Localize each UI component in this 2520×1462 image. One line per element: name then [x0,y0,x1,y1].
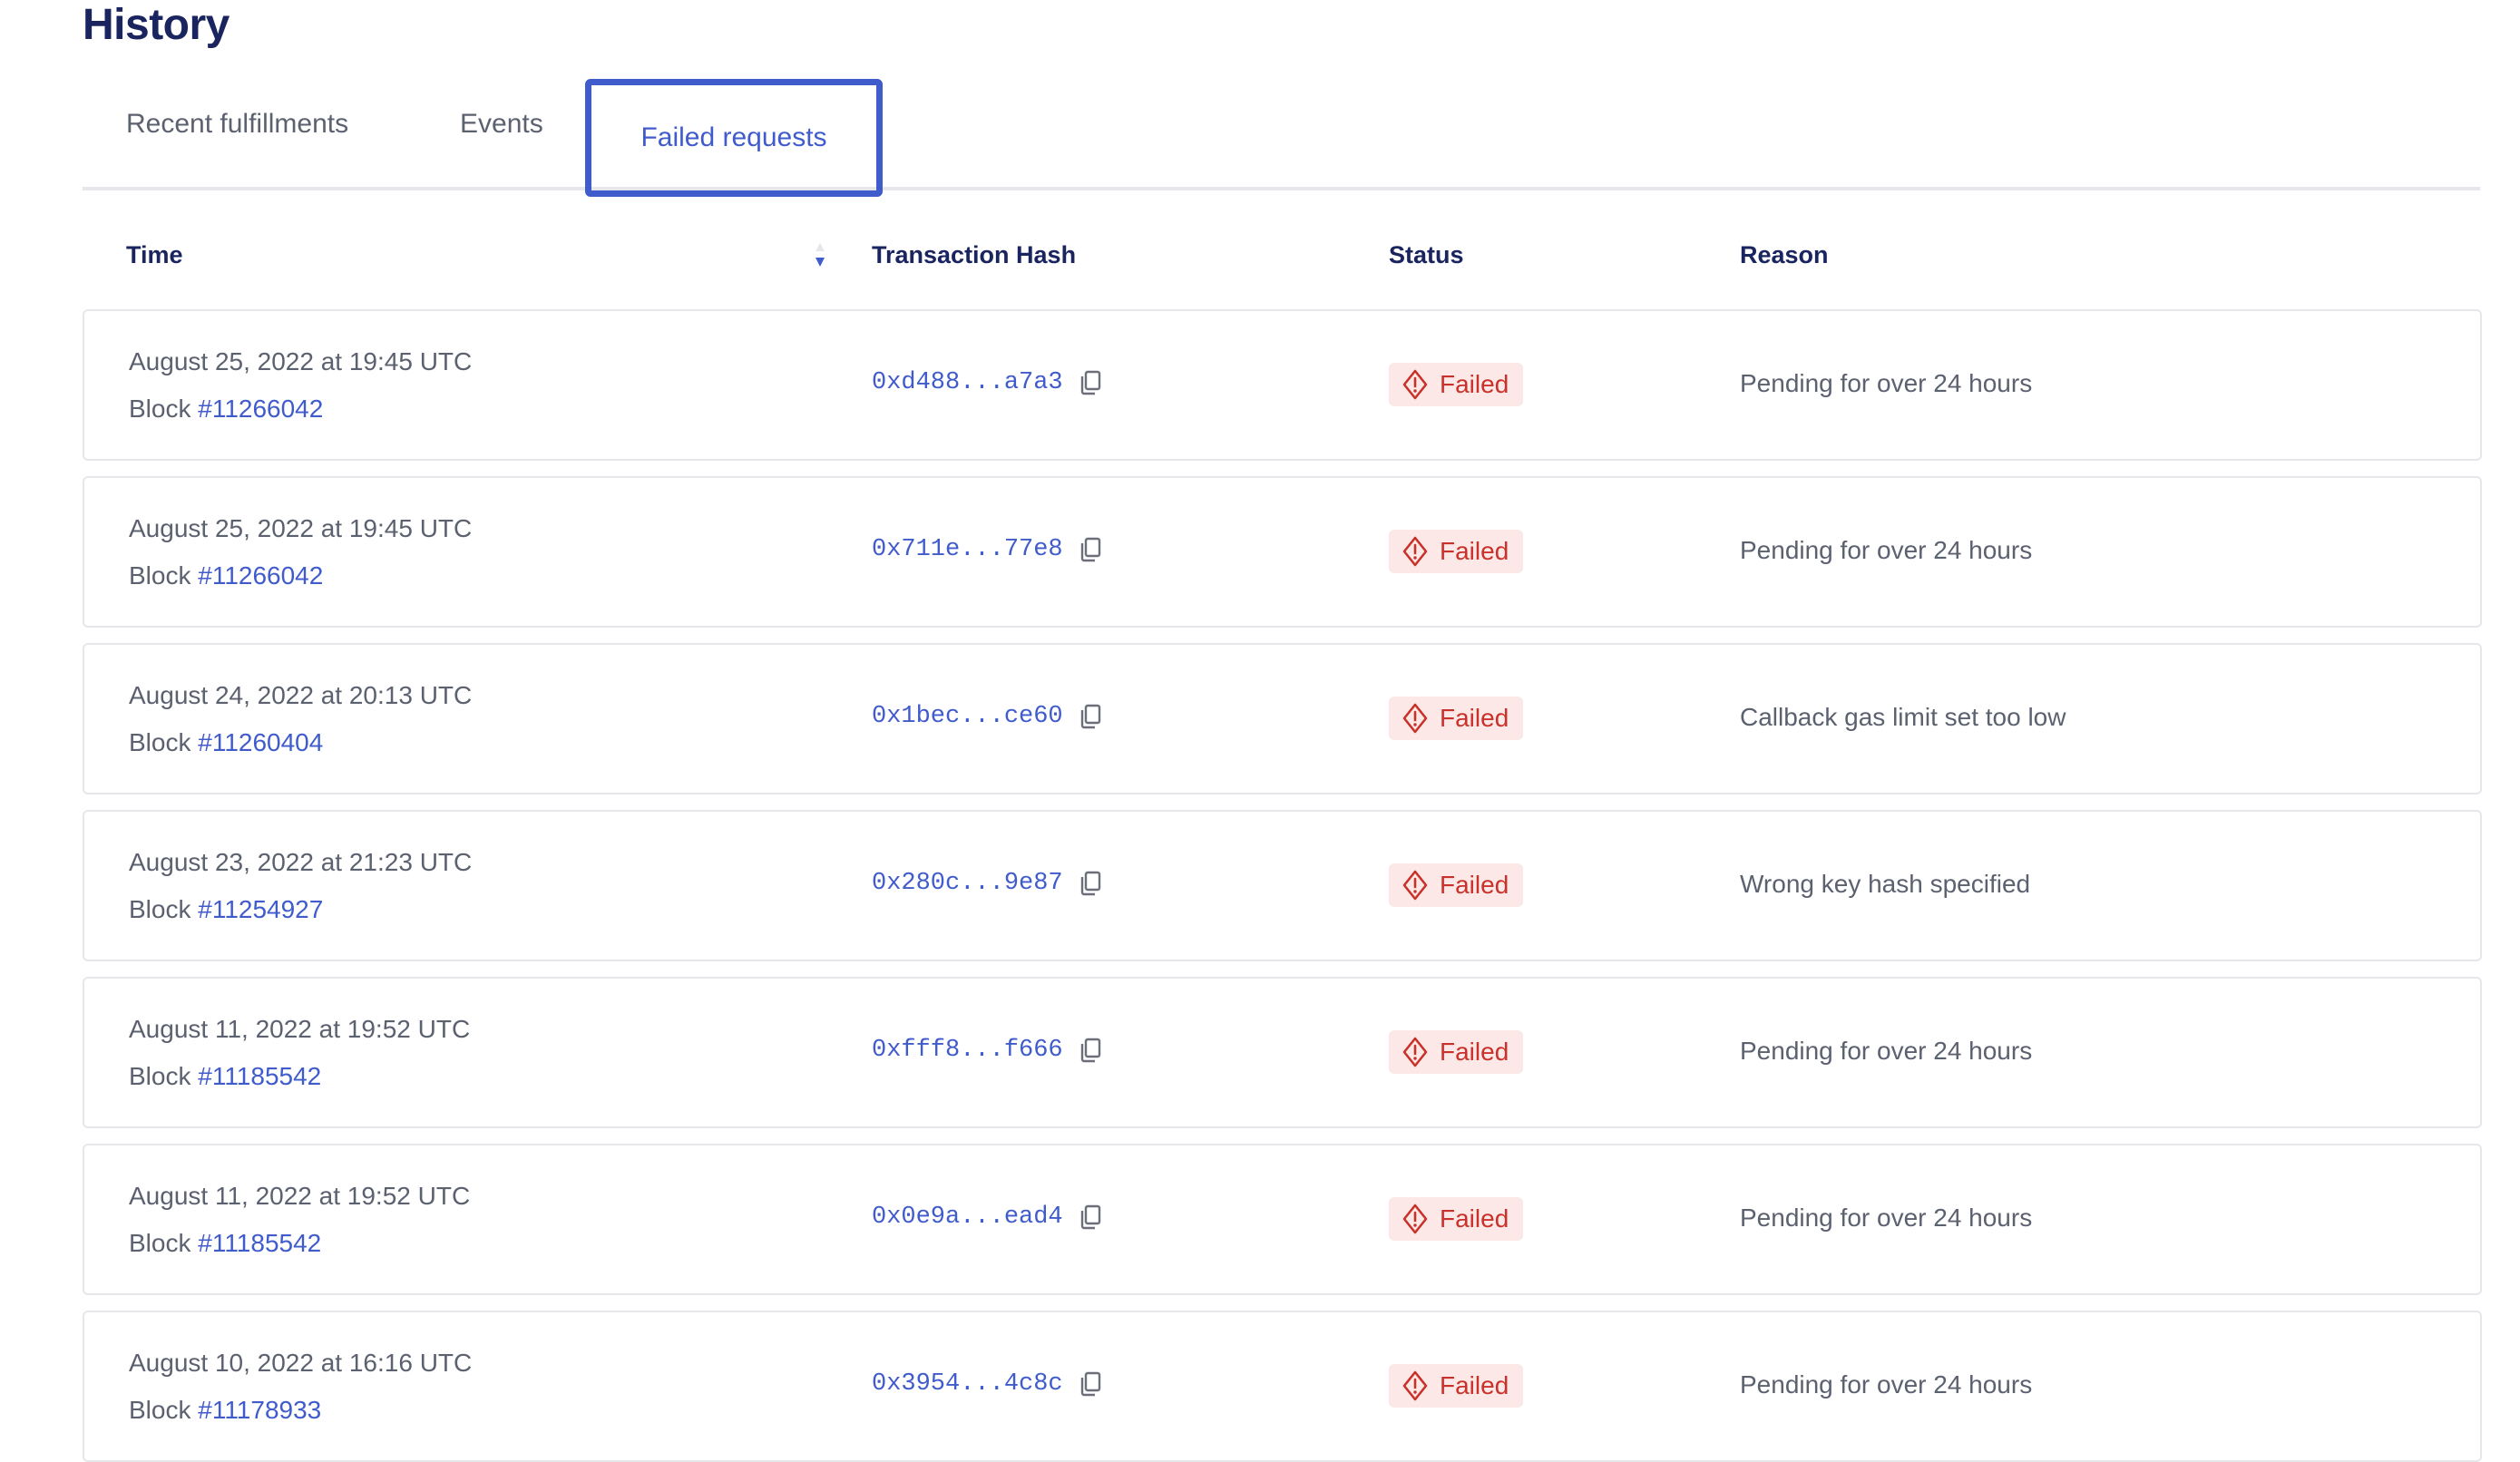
row-date: August 10, 2022 at 16:16 UTC [129,1349,473,1377]
block-label: Block [129,1062,191,1090]
transaction-hash: 0xfff8...f666 [872,1037,1101,1064]
row-date: August 11, 2022 at 19:52 UTC [129,1182,471,1210]
column-header-status: Status [1389,241,1464,268]
warning-diamond-icon [1402,536,1428,567]
block-link[interactable]: #11266042 [198,395,324,423]
transaction-hash: 0x280c...9e87 [872,870,1101,897]
row-block: Block #11185542 [129,1062,321,1091]
status-label: Failed [1440,704,1509,732]
status-badge: Failed [1389,530,1524,573]
row-date: August 11, 2022 at 19:52 UTC [129,1015,471,1043]
block-label: Block [129,1229,191,1257]
transaction-hash: 0x1bec...ce60 [872,703,1101,730]
row-date: August 25, 2022 at 19:45 UTC [129,347,473,375]
sort-arrows-icon[interactable] [813,241,827,268]
table-row: August 11, 2022 at 19:52 UTC Block #1118… [83,977,2482,1128]
copy-icon[interactable] [1079,370,1101,395]
status-label: Failed [1440,871,1509,899]
status-badge: Failed [1389,1197,1524,1241]
row-reason: Pending for over 24 hours [1740,1037,2033,1065]
transaction-hash-link[interactable]: 0x0e9a...ead4 [872,1204,1063,1231]
row-block: Block #11254927 [129,895,323,924]
block-link[interactable]: #11266042 [198,561,324,590]
warning-diamond-icon [1402,1204,1428,1234]
copy-icon[interactable] [1079,871,1101,896]
transaction-hash: 0xd488...a7a3 [872,369,1101,396]
column-header-transaction-hash: Transaction Hash [872,241,1077,268]
table-row: August 23, 2022 at 21:23 UTC Block #1125… [83,810,2482,961]
row-date: August 25, 2022 at 19:45 UTC [129,514,473,542]
table-row: August 25, 2022 at 19:45 UTC Block #1126… [83,476,2482,628]
transaction-hash: 0x0e9a...ead4 [872,1204,1101,1231]
block-link[interactable]: #11185542 [198,1062,322,1090]
row-reason: Callback gas limit set too low [1740,703,2066,731]
block-label: Block [129,895,191,923]
transaction-hash-link[interactable]: 0xd488...a7a3 [872,369,1063,396]
block-label: Block [129,395,191,423]
table-row: August 25, 2022 at 19:45 UTC Block #1126… [83,309,2482,461]
row-reason: Pending for over 24 hours [1740,1204,2033,1232]
page-title: History [83,1,230,49]
table-row: August 10, 2022 at 16:16 UTC Block #1117… [83,1311,2482,1462]
tab-failed-requests[interactable]: Failed requests [585,79,883,197]
copy-icon[interactable] [1079,537,1101,562]
warning-diamond-icon [1402,870,1428,901]
block-label: Block [129,1396,191,1424]
copy-icon[interactable] [1079,1038,1101,1063]
column-header-reason: Reason [1740,241,1829,268]
copy-icon[interactable] [1079,1371,1101,1397]
transaction-hash-link[interactable]: 0xfff8...f666 [872,1037,1063,1064]
row-date: August 23, 2022 at 21:23 UTC [129,848,473,876]
warning-diamond-icon [1402,369,1428,400]
transaction-hash-link[interactable]: 0x711e...77e8 [872,536,1063,563]
copy-icon[interactable] [1079,704,1101,729]
status-label: Failed [1440,537,1509,565]
warning-diamond-icon [1402,703,1428,734]
transaction-hash-link[interactable]: 0x1bec...ce60 [872,703,1063,730]
status-badge: Failed [1389,697,1524,740]
status-label: Failed [1440,370,1509,398]
warning-diamond-icon [1402,1037,1428,1067]
transaction-hash: 0x711e...77e8 [872,536,1101,563]
status-badge: Failed [1389,863,1524,907]
table-row: August 11, 2022 at 19:52 UTC Block #1118… [83,1144,2482,1295]
transaction-hash: 0x3954...4c8c [872,1370,1101,1398]
row-block: Block #11266042 [129,561,323,590]
block-link[interactable]: #11185542 [198,1229,322,1257]
status-label: Failed [1440,1204,1509,1233]
status-badge: Failed [1389,1030,1524,1074]
transaction-hash-link[interactable]: 0x280c...9e87 [872,870,1063,897]
status-badge: Failed [1389,363,1524,406]
tab-bar-divider [83,187,2480,190]
row-reason: Pending for over 24 hours [1740,369,2033,397]
row-block: Block #11178933 [129,1396,321,1425]
table-row: August 24, 2022 at 20:13 UTC Block #1126… [83,643,2482,794]
tab-recent-fulfillments[interactable]: Recent fulfillments [126,109,349,139]
transaction-hash-link[interactable]: 0x3954...4c8c [872,1370,1063,1398]
tab-events[interactable]: Events [460,109,543,139]
block-link[interactable]: #11260404 [198,728,324,756]
row-reason: Pending for over 24 hours [1740,1370,2033,1399]
column-header-time[interactable]: Time [126,241,183,268]
row-date: August 24, 2022 at 20:13 UTC [129,681,473,709]
row-reason: Wrong key hash specified [1740,870,2031,898]
block-label: Block [129,728,191,756]
status-label: Failed [1440,1371,1509,1399]
copy-icon[interactable] [1079,1204,1101,1230]
block-link[interactable]: #11178933 [198,1396,322,1424]
row-block: Block #11185542 [129,1229,321,1258]
row-reason: Pending for over 24 hours [1740,536,2033,564]
status-badge: Failed [1389,1364,1524,1408]
row-block: Block #11260404 [129,728,323,757]
row-block: Block #11266042 [129,395,323,424]
status-label: Failed [1440,1038,1509,1066]
warning-diamond-icon [1402,1370,1428,1401]
block-label: Block [129,561,191,590]
block-link[interactable]: #11254927 [198,895,324,923]
